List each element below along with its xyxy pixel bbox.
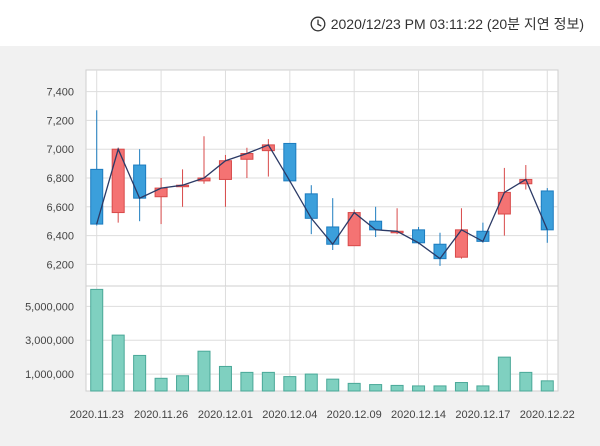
candle-body [133,164,147,199]
price-y-tick-label: 6,400 [46,231,74,243]
stock-chart: 6,200 6,400 6,600 6,800 7,000 7,200 7,400 1,00… [25,69,575,421]
volume-bar [433,385,447,392]
candle-body [454,229,468,258]
volume-bar [154,377,168,392]
volume-bar [497,356,511,392]
volume-bar [218,365,232,392]
close-price-line [96,144,548,260]
timestamp-text: 2020/12/23 PM 03:11:22 (20분 지연 정보) [330,16,584,32]
volume-bar [347,382,361,392]
price-y-tick-label: 7,000 [46,144,74,156]
volume-y-tick-label: 5,000,000 [25,301,74,313]
candle-body [326,226,340,245]
volume-bar [133,354,147,392]
volume-bar [111,334,125,392]
x-tick-label: 2020.12.04 [262,409,317,421]
price-panel: 6,200 6,400 6,600 6,800 7,000 7,200 7,400 [46,69,559,287]
volume-bar [412,385,426,392]
volume-bar [304,373,318,392]
x-axis: 2020.11.23 2020.11.26 2020.12.01 2020.12.04… [70,409,575,421]
volume-bar [519,371,533,392]
candle-body [540,190,554,231]
volume-bar [369,384,383,392]
candle-body [90,168,104,225]
candle-body [304,193,318,219]
price-y-tick-label: 7,200 [46,115,74,127]
volume-y-tick-label: 1,000,000 [25,369,74,381]
price-y-tick-label: 6,600 [46,202,74,214]
x-tick-label: 2020.12.01 [198,409,253,421]
x-tick-label: 2020.12.17 [455,409,510,421]
x-tick-label: 2020.11.23 [70,409,124,421]
price-y-tick-label: 7,400 [46,87,74,99]
volume-y-tick-label: 3,000,000 [25,335,74,347]
volume-bar [540,380,554,392]
volume-bar [90,288,104,392]
header-bar: 2020/12/23 PM 03:11:22 (20분 지연 정보) [0,0,600,46]
volume-bar [326,378,340,392]
volume-bar [283,376,297,392]
volume-bar [390,384,404,392]
clock-icon [310,16,326,32]
x-tick-label: 2020.12.09 [327,409,382,421]
candle-body [369,220,383,231]
volume-bar [197,350,211,392]
candle-body [347,212,361,247]
volume-bar [476,385,490,392]
volume-bar [261,371,275,392]
x-tick-label: 2020.11.26 [134,409,188,421]
volume-bar [240,371,254,392]
volume-panel-bg [85,285,559,392]
x-tick-label: 2020.12.14 [391,409,446,421]
volume-panel: 1,000,000 3,000,000 5,000,000 [25,285,559,392]
volume-bar [176,375,190,392]
candle-body [283,142,297,182]
price-y-tick-label: 6,800 [46,173,74,185]
timestamp: 2020/12/23 PM 03:11:22 (20분 지연 정보) [310,14,584,34]
x-tick-label: 2020.12.22 [520,409,575,421]
volume-bar [454,382,468,392]
price-y-tick-label: 6,200 [46,259,74,271]
candle-body [433,243,447,260]
